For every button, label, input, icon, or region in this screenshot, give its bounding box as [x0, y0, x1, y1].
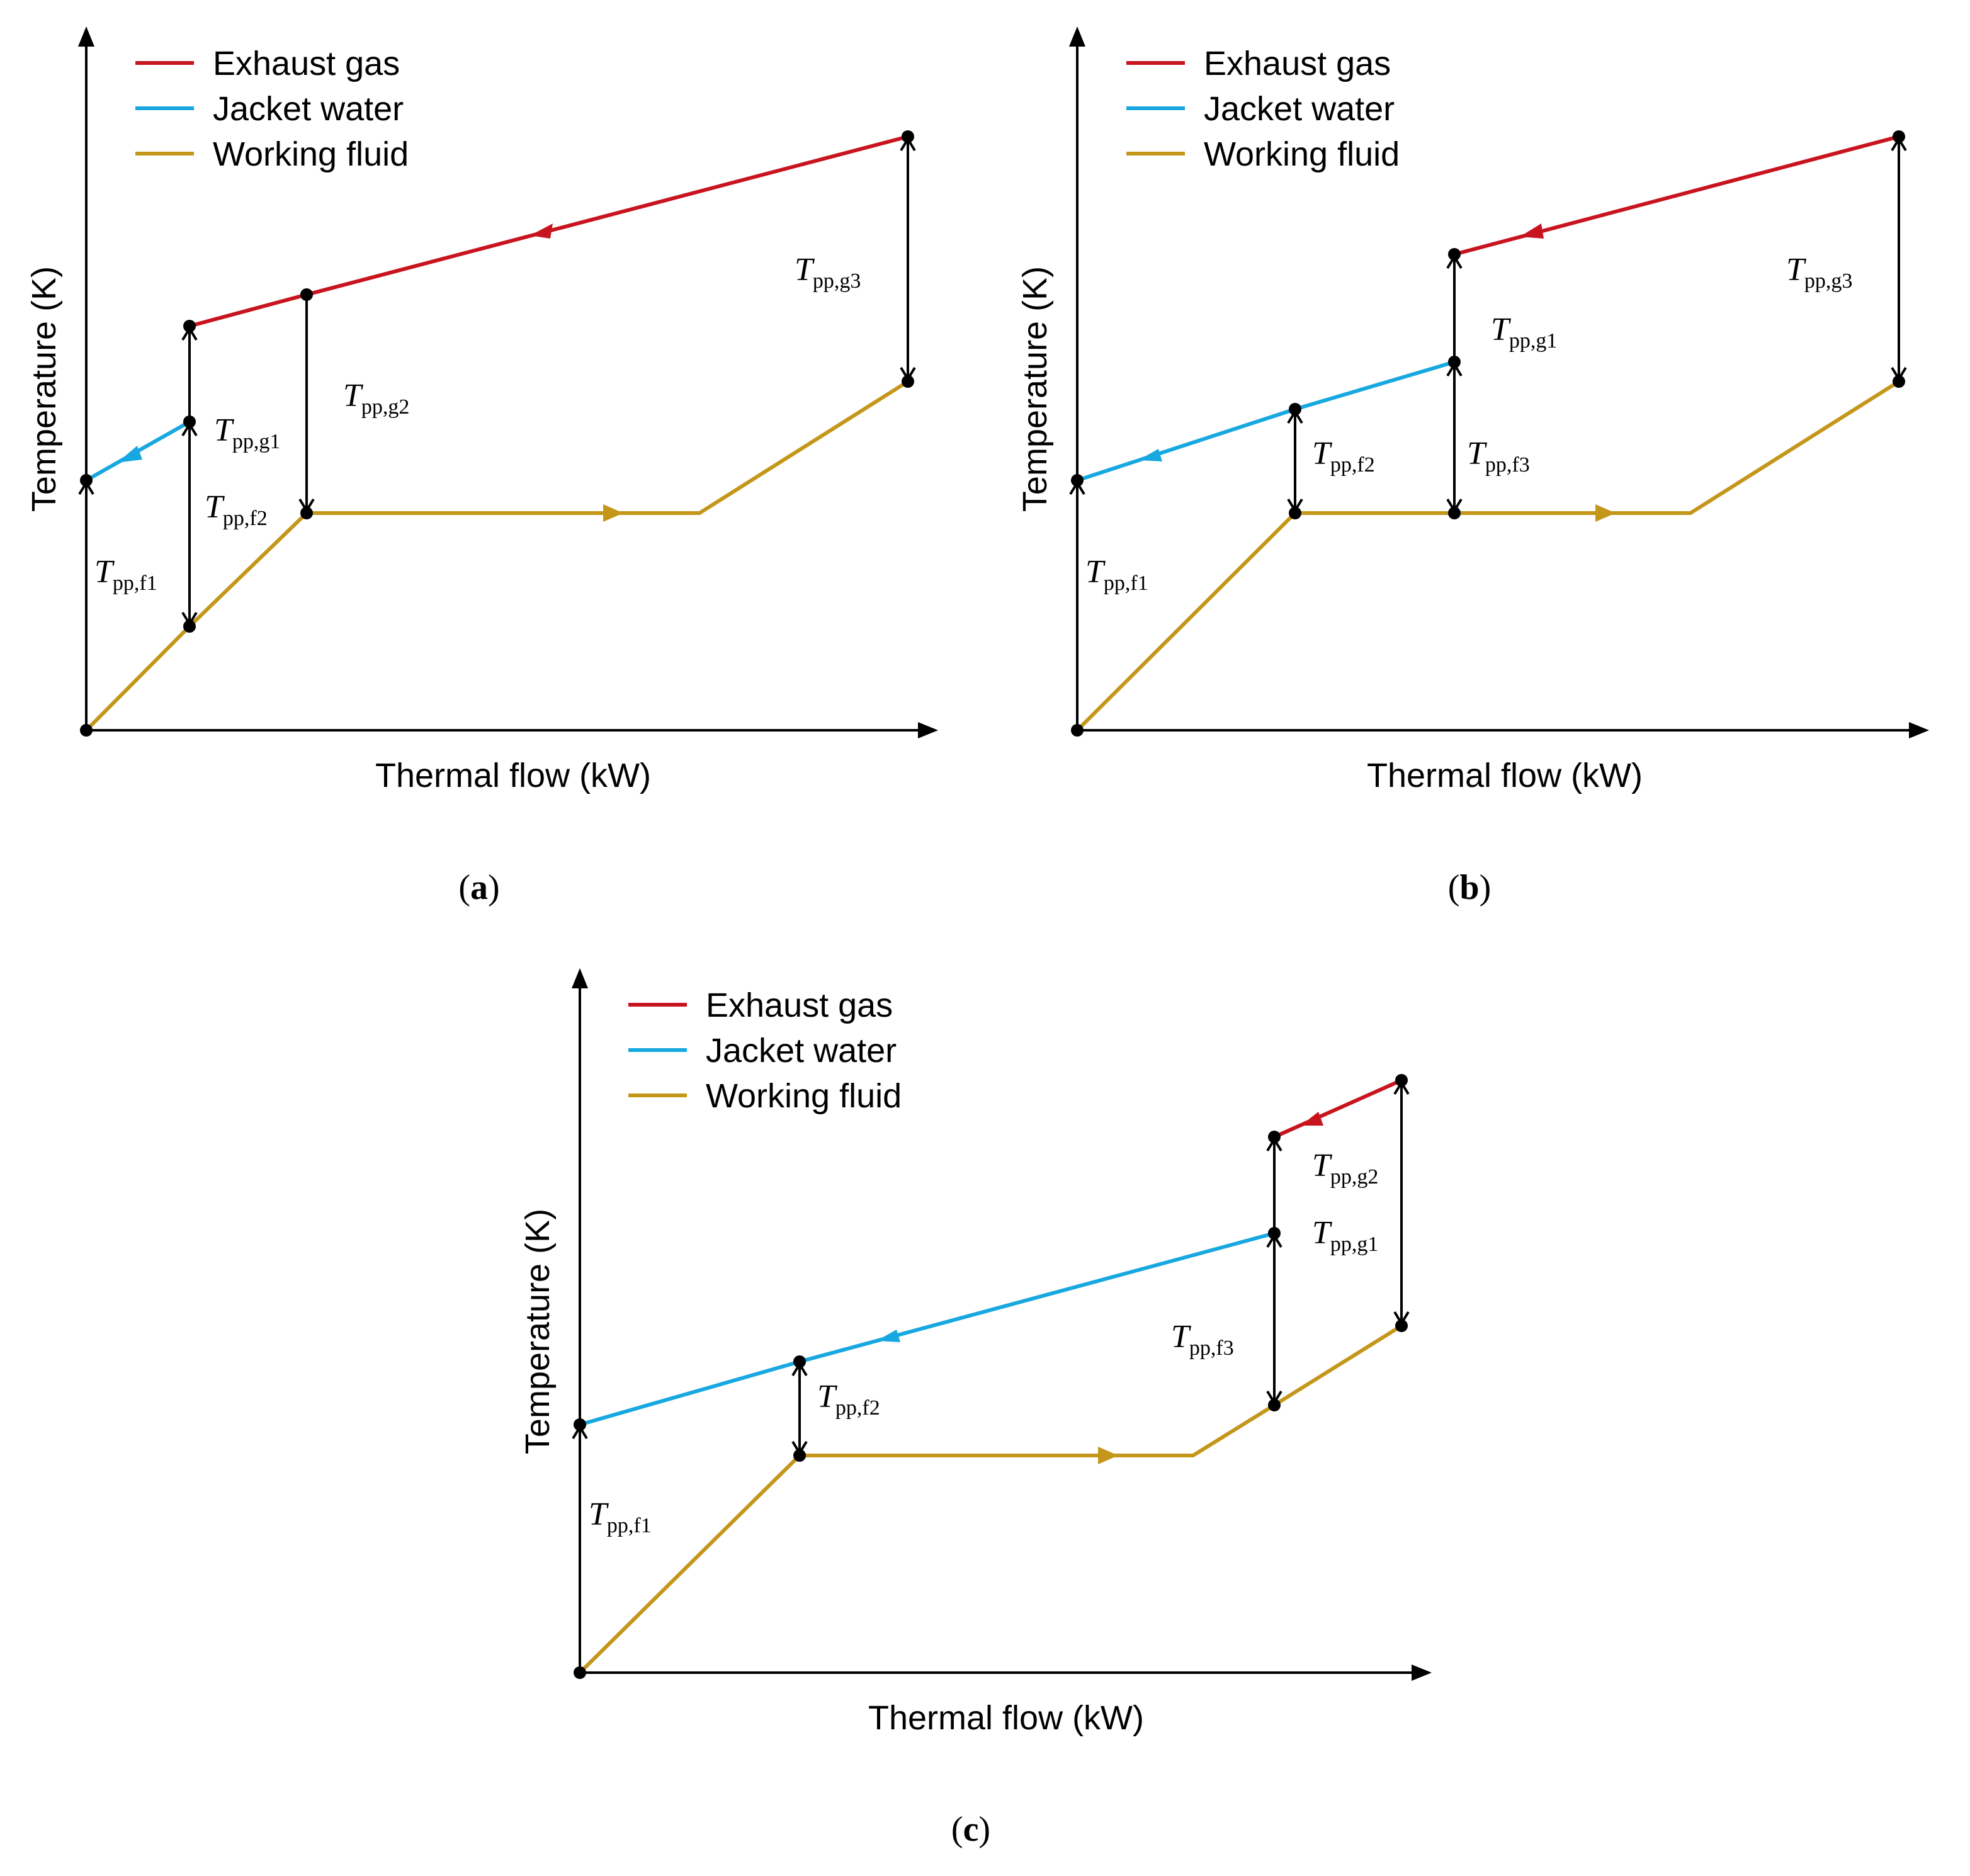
panel-c-point — [793, 1355, 806, 1368]
panel-b-legend-jacket: Jacket water — [1204, 90, 1395, 128]
panel-a-label-pp-g2: Tpp,g2 — [343, 378, 409, 419]
panel-c-point — [1268, 1399, 1281, 1411]
panel-b-state-points — [1071, 130, 1905, 737]
panel-c-label-pp-g1: Tpp,g1 — [1312, 1215, 1378, 1256]
panel-b-y-axis-title: Temperature (K) — [1016, 266, 1054, 512]
panel-a-state-points — [80, 130, 914, 737]
panel-b-caption: (b) — [1448, 868, 1491, 907]
panel-a-label-pp-g3: Tpp,g3 — [795, 252, 861, 293]
panel-c-label-pp-f1: Tpp,f1 — [589, 1496, 652, 1537]
panel-a-jacket-flow-arrow — [117, 446, 142, 463]
panel-b-point — [1289, 507, 1301, 519]
panel-a-x-axis-title: Thermal flow (kW) — [375, 757, 651, 794]
panel-a-label-pp-f1: Tpp,f1 — [94, 554, 157, 595]
panel-b-point — [1893, 130, 1905, 143]
panel-c-x-axis-arrowhead — [1412, 1664, 1432, 1681]
panel-b-x-axis-arrowhead — [1909, 722, 1929, 738]
panel-c-exhaust-gas-curve — [1273, 1078, 1403, 1139]
panel-a-legend: Exhaust gas Jacket water Working fluid — [135, 45, 409, 173]
panel-c-point — [574, 1666, 586, 1679]
panel-c-point — [793, 1449, 806, 1462]
panel-c-point — [1268, 1131, 1281, 1143]
panel-b-jacket-flow-arrow — [1138, 449, 1162, 461]
panel-b-point — [1448, 356, 1461, 368]
panel-a-legend-exhaust: Exhaust gas — [213, 45, 400, 82]
panel-c-state-points — [574, 1074, 1408, 1679]
panel-c-point — [1395, 1319, 1408, 1332]
panel-a-y-axis-arrowhead — [78, 26, 94, 47]
panel-a-label-pp-g1: Tpp,g1 — [214, 412, 280, 453]
panel-c-legend-exhaust: Exhaust gas — [706, 986, 893, 1024]
panel-b: Tpp,f1 Tpp,f2 Tpp,g1 Tpp,f3 Tpp,g3 Exhau… — [1016, 26, 1929, 907]
panel-c-point — [1268, 1227, 1281, 1240]
panel-c-label-pp-g2: Tpp,g2 — [1312, 1148, 1378, 1189]
panel-b-point — [1071, 474, 1084, 487]
panel-b-y-axis-arrowhead — [1069, 26, 1085, 47]
panel-a-label-pp-f2: Tpp,f2 — [205, 489, 268, 530]
panel-b-point — [1289, 403, 1301, 415]
panel-b-working-fluid-curve — [1075, 380, 1900, 732]
panel-a-legend-working: Working fluid — [213, 135, 409, 173]
panel-b-point — [1893, 375, 1905, 388]
panel-c-legend-jacket: Jacket water — [706, 1032, 897, 1070]
panel-c-exhaust-flow-arrow — [1301, 1112, 1323, 1126]
panel-c-legend: Exhaust gas Jacket water Working fluid — [628, 986, 902, 1115]
panel-b-legend-exhaust: Exhaust gas — [1204, 45, 1391, 82]
panel-b-label-pp-f3: Tpp,f3 — [1467, 436, 1530, 477]
panel-b-exhaust-flow-arrow — [1520, 223, 1544, 239]
panel-a-x-axis-arrowhead — [918, 722, 938, 738]
panel-a: Tpp,f1 Tpp,g1 Tpp,f2 Tpp,g2 Tpp,g3 Exhau… — [25, 26, 938, 907]
panel-c-jacket-water-curve — [579, 1231, 1275, 1427]
panel-c-y-axis-arrowhead — [572, 968, 588, 988]
panel-c-legend-working: Working fluid — [706, 1077, 902, 1115]
panel-a-axes — [85, 45, 923, 732]
panel-a-point — [183, 415, 196, 428]
panel-c-point — [574, 1418, 586, 1431]
panel-c-x-axis-title: Thermal flow (kW) — [868, 1699, 1144, 1737]
panel-c-point — [1395, 1074, 1408, 1087]
panel-c-jacket-flow-arrow — [876, 1330, 900, 1342]
panel-b-pinch-arrows — [1069, 137, 1907, 730]
panel-b-x-axis-title: Thermal flow (kW) — [1367, 757, 1643, 794]
panel-c-pinch-arrows — [572, 1080, 1410, 1673]
panel-a-point — [183, 620, 196, 633]
panel-a-working-fluid-curve — [84, 380, 909, 732]
panel-a-point — [183, 320, 196, 332]
panel-a-point — [80, 474, 93, 487]
panel-a-legend-jacket: Jacket water — [213, 90, 404, 128]
panel-b-legend-working: Working fluid — [1204, 135, 1400, 173]
panel-b-label-pp-f2: Tpp,f2 — [1312, 436, 1375, 477]
panel-b-legend: Exhaust gas Jacket water Working fluid — [1126, 45, 1400, 173]
panel-c-label-pp-f3: Tpp,f3 — [1171, 1319, 1234, 1360]
panel-b-working-flow-arrow — [1595, 504, 1616, 522]
panel-a-point — [902, 375, 914, 388]
panel-b-point — [1448, 507, 1461, 519]
panel-a-caption: (a) — [458, 868, 499, 907]
panel-c-working-fluid-curve — [578, 1324, 1403, 1675]
panel-a-pinch-arrows — [78, 137, 916, 730]
panel-b-label-pp-g3: Tpp,g3 — [1786, 252, 1852, 293]
panel-b-point — [1448, 248, 1461, 261]
panel-a-point — [300, 507, 313, 519]
panel-c-y-axis-title: Temperature (K) — [519, 1209, 557, 1454]
panel-c: Tpp,f1 Tpp,f2 Tpp,g2 Tpp,g1 Tpp,f3 Exhau… — [519, 968, 1432, 1849]
panel-b-label-pp-f1: Tpp,f1 — [1085, 554, 1148, 595]
panel-a-point — [902, 130, 914, 143]
panel-b-label-pp-g1: Tpp,g1 — [1491, 312, 1557, 353]
panel-c-label-pp-f2: Tpp,f2 — [817, 1379, 880, 1420]
panel-b-point — [1071, 724, 1084, 737]
panel-a-y-axis-title: Temperature (K) — [25, 266, 63, 512]
panel-c-caption: (c) — [951, 1810, 990, 1849]
panel-b-axes — [1076, 45, 1914, 732]
panel-a-point — [300, 288, 313, 301]
panel-a-exhaust-flow-arrow — [530, 223, 553, 239]
panel-a-point — [80, 724, 93, 737]
panel-b-jacket-water-curve — [1077, 360, 1455, 482]
panel-a-working-flow-arrow — [603, 504, 623, 522]
panel-c-working-flow-arrow — [1098, 1447, 1118, 1464]
